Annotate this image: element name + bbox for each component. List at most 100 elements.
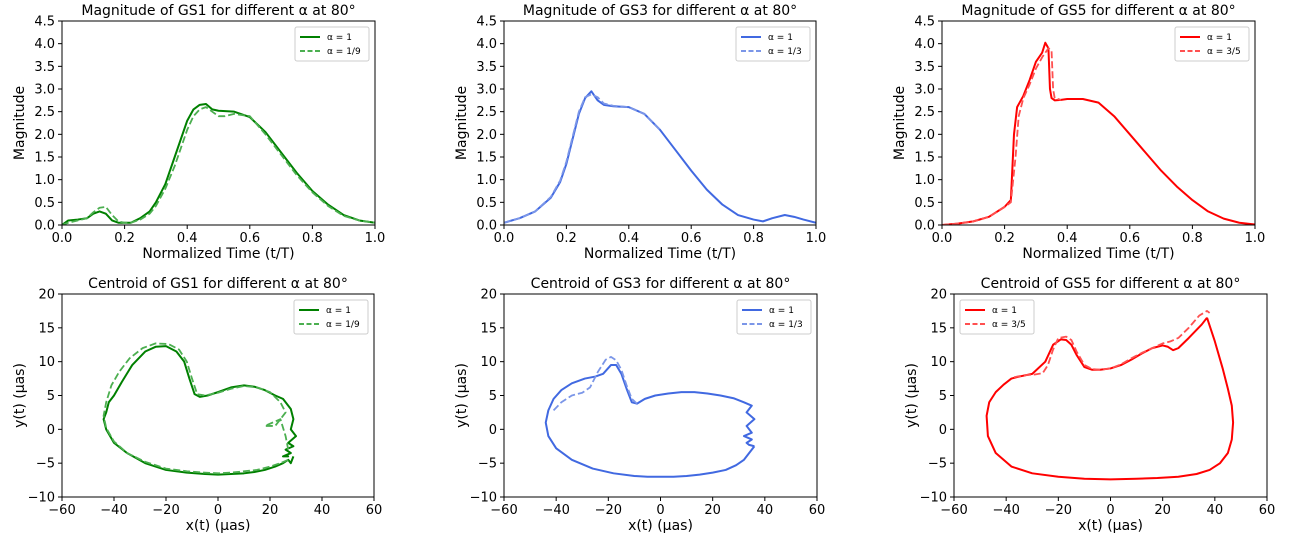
y-tick-label: 2.5 (476, 105, 497, 120)
y-tick-label: 10 (38, 355, 55, 370)
y-tick-label: 2.5 (914, 105, 935, 120)
series-group (504, 90, 816, 224)
y-axis-label: Magnitude (892, 86, 908, 160)
chart-cen-gs3: Centroid of GS3 for different α at 80° −6… (454, 276, 825, 534)
y-tick-label: 4.0 (476, 37, 497, 52)
y-tick-label: 15 (930, 321, 947, 336)
legend: α = 1 α = 1/3 (735, 26, 811, 62)
y-tick-label: 4.0 (34, 37, 55, 52)
axes-frame (503, 20, 817, 226)
series-line-2 (1013, 310, 1211, 379)
x-tick-label: 20 (262, 503, 279, 518)
x-tick-label: 0.2 (114, 231, 135, 246)
x-tick-label: −40 (992, 503, 1019, 518)
series-line-2 (552, 356, 638, 412)
y-tick-label: 2.0 (476, 128, 497, 143)
x-axis-label: Normalized Time (t/T) (584, 246, 736, 262)
x-tick-label: 1.0 (1245, 231, 1266, 246)
y-tick-label: 0.5 (914, 196, 935, 211)
legend-label: α = 1/3 (768, 47, 802, 57)
y-tick-label: 5 (489, 389, 497, 404)
y-tick-label: 0.5 (34, 196, 55, 211)
x-axis-label: Normalized Time (t/T) (1022, 246, 1174, 262)
x-tick-label: 40 (1207, 503, 1224, 518)
chart-mag-gs3: Magnitude of GS3 for different α at 80° 0… (454, 3, 826, 262)
y-tick-label: 0.5 (476, 196, 497, 211)
series-group (942, 41, 1255, 225)
x-tick-label: 0.0 (494, 231, 515, 246)
y-tick-label: 0.0 (34, 219, 55, 234)
legend-box (959, 299, 1035, 335)
y-axis-label: y(t) (μas) (904, 363, 920, 428)
legend-box (736, 299, 812, 335)
legend: α = 1 α = 3/5 (1174, 26, 1250, 62)
x-tick-label: 60 (809, 503, 826, 518)
legend-label: α = 1 (326, 306, 351, 316)
y-tick-label: 3.5 (476, 60, 497, 75)
series-line-1 (544, 364, 756, 478)
x-tick-label: 0 (214, 503, 222, 518)
series-group (985, 310, 1235, 481)
y-tick-label: −5 (478, 457, 497, 472)
y-tick-label: 15 (38, 321, 55, 336)
x-tick-label: 0.2 (556, 231, 577, 246)
legend-label: α = 1 (992, 306, 1017, 316)
x-axis-label: x(t) (μas) (1078, 518, 1143, 534)
y-tick-label: 10 (930, 355, 947, 370)
y-tick-label: 15 (480, 321, 497, 336)
y-axis-label: Magnitude (12, 86, 28, 160)
series-line-2 (62, 106, 375, 225)
legend-label: α = 1 (768, 33, 793, 43)
y-tick-label: 1.0 (34, 173, 55, 188)
chart-mag-gs1: Magnitude of GS1 for different α at 80° 0… (12, 3, 385, 262)
x-tick-label: 40 (314, 503, 331, 518)
y-tick-label: 1.5 (476, 151, 497, 166)
x-tick-label: 0.8 (302, 231, 323, 246)
series-group (102, 342, 297, 476)
legend-label: α = 1 (769, 306, 794, 316)
series-line-1 (102, 345, 297, 476)
x-tick-label: −20 (152, 503, 179, 518)
y-tick-label: 3.0 (914, 83, 935, 98)
y-tick-label: 1.5 (914, 151, 935, 166)
chart-title: Magnitude of GS3 for different α at 80° (523, 3, 797, 19)
x-tick-label: 0.0 (52, 231, 73, 246)
x-tick-label: 0.6 (681, 231, 702, 246)
chart-title: Magnitude of GS1 for different α at 80° (81, 3, 355, 19)
legend: α = 1 α = 1/3 (736, 299, 812, 335)
y-tick-label: 5 (939, 389, 947, 404)
x-tick-label: −40 (542, 503, 569, 518)
series-line-1 (985, 317, 1235, 481)
x-tick-label: 0.4 (177, 231, 198, 246)
axes-frame (941, 20, 1256, 226)
x-tick-label: 1.0 (806, 231, 827, 246)
y-tick-label: 0 (939, 423, 947, 438)
x-tick-label: −40 (100, 503, 127, 518)
series-line-2 (942, 47, 1062, 225)
chart-cen-gs1: Centroid of GS1 for different α at 80° −6… (12, 276, 382, 534)
chart-cen-gs5: Centroid of GS5 for different α at 80° −6… (904, 276, 1275, 534)
y-tick-label: 2.5 (34, 105, 55, 120)
series-line-2 (102, 342, 290, 475)
y-tick-label: 20 (480, 288, 497, 303)
series-group (62, 102, 375, 225)
series-group (544, 356, 756, 478)
x-tick-label: −20 (595, 503, 622, 518)
legend-box (1174, 26, 1250, 62)
y-tick-label: 0 (47, 423, 55, 438)
y-tick-label: 0.0 (476, 219, 497, 234)
series-line-2 (504, 93, 661, 224)
x-tick-label: 0.0 (932, 231, 953, 246)
x-tick-label: 0.8 (743, 231, 764, 246)
x-tick-label: 60 (1259, 503, 1276, 518)
y-tick-label: 10 (480, 355, 497, 370)
y-tick-label: 1.0 (476, 173, 497, 188)
y-tick-label: 1.5 (34, 151, 55, 166)
legend: α = 1 α = 1/9 (294, 26, 370, 62)
chart-title: Magnitude of GS5 for different α at 80° (961, 3, 1235, 19)
x-tick-label: −60 (490, 503, 517, 518)
x-tick-label: 1.0 (365, 231, 386, 246)
y-tick-label: 5 (47, 389, 55, 404)
chart-title: Centroid of GS5 for different α at 80° (981, 276, 1241, 292)
